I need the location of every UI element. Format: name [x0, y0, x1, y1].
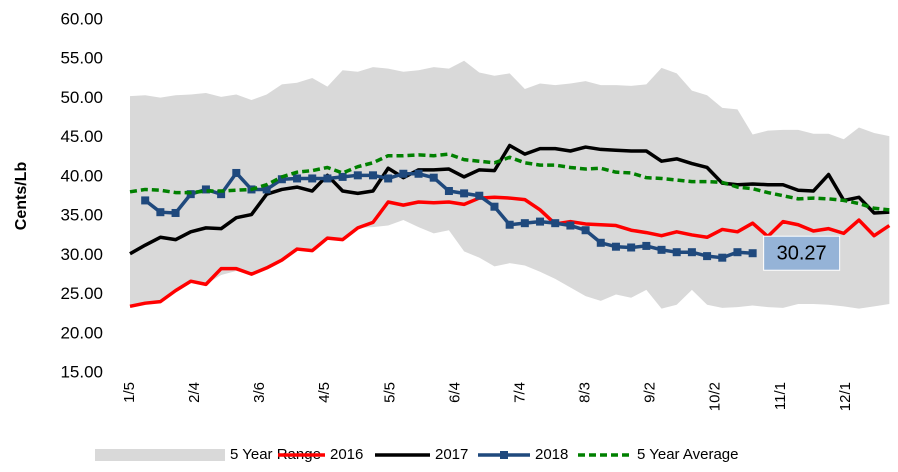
point-marker: [323, 174, 332, 183]
y-tick-label: 35.00: [60, 206, 103, 225]
x-tick-label: 8/3: [577, 382, 594, 403]
y-tick-label: 45.00: [60, 127, 103, 146]
y-axis-title: Cents/Lb: [13, 162, 30, 231]
point-marker: [444, 187, 453, 196]
series-line: [129, 195, 891, 309]
point-marker: [536, 217, 545, 226]
point-marker: [156, 208, 165, 217]
legend-label: 5 Year Range: [230, 446, 321, 463]
point-marker: [581, 226, 590, 235]
range-area: [130, 60, 890, 309]
value-label: 30.27: [777, 242, 827, 264]
point-marker: [232, 168, 241, 177]
x-tick-label: 11/1: [772, 382, 789, 410]
point-marker: [277, 175, 286, 184]
legend-label: 2018: [535, 446, 568, 463]
point-marker: [308, 174, 317, 183]
point-marker: [490, 202, 499, 211]
legend-label: 5 Year Average: [637, 446, 738, 463]
point-marker: [672, 248, 681, 257]
x-tick-label: 3/6: [251, 382, 268, 403]
legend-label: 2017: [435, 446, 468, 463]
point-marker: [733, 248, 742, 257]
x-tick-label: 9/2: [642, 382, 659, 403]
point-marker: [596, 238, 605, 247]
point-marker: [429, 173, 438, 182]
y-tick-label: 20.00: [60, 323, 103, 342]
x-tick-label: 1/5: [121, 382, 138, 403]
point-marker: [414, 169, 423, 178]
y-tick-label: 60.00: [60, 9, 103, 28]
point-marker: [384, 174, 393, 183]
y-tick-label: 15.00: [60, 362, 103, 381]
point-marker: [368, 171, 377, 180]
series-line: [129, 152, 890, 212]
point-marker: [566, 221, 575, 230]
point-marker: [475, 191, 484, 200]
point-marker: [703, 252, 712, 261]
point-marker: [642, 241, 651, 250]
y-tick-label: 40.00: [60, 166, 103, 185]
y-tick-label: 50.00: [60, 88, 103, 107]
legend-marker: [500, 451, 508, 459]
x-tick-label: 5/5: [381, 382, 398, 403]
point-marker: [201, 185, 210, 194]
x-tick-label: 10/2: [707, 382, 724, 411]
point-marker: [627, 243, 636, 252]
point-marker: [399, 169, 408, 178]
point-marker: [748, 249, 757, 258]
point-marker: [718, 253, 727, 262]
x-tick-label: 4/5: [316, 382, 333, 403]
point-marker: [338, 172, 347, 181]
x-tick-label: 12/1: [837, 382, 854, 411]
point-marker: [217, 190, 226, 199]
point-marker: [657, 245, 666, 254]
point-marker: [551, 219, 560, 228]
point-marker: [293, 174, 302, 183]
x-tick-label: 6/4: [446, 382, 463, 403]
series-line: [129, 143, 890, 256]
x-tick-label: 7/4: [511, 382, 528, 403]
point-marker: [520, 219, 529, 228]
point-marker: [353, 171, 362, 180]
point-marker: [141, 196, 150, 205]
legend-swatch: [95, 449, 225, 461]
point-marker: [505, 220, 514, 229]
point-marker: [687, 248, 696, 257]
point-marker: [171, 208, 180, 217]
y-tick-label: 25.00: [60, 284, 103, 303]
legend-label: 2016: [330, 446, 363, 463]
point-marker: [611, 242, 620, 251]
x-tick-label: 2/4: [186, 382, 203, 403]
y-tick-label: 30.00: [60, 245, 103, 264]
point-marker: [262, 185, 271, 194]
value-label-box: [763, 235, 841, 271]
point-marker: [460, 189, 469, 198]
y-tick-label: 55.00: [60, 49, 103, 68]
